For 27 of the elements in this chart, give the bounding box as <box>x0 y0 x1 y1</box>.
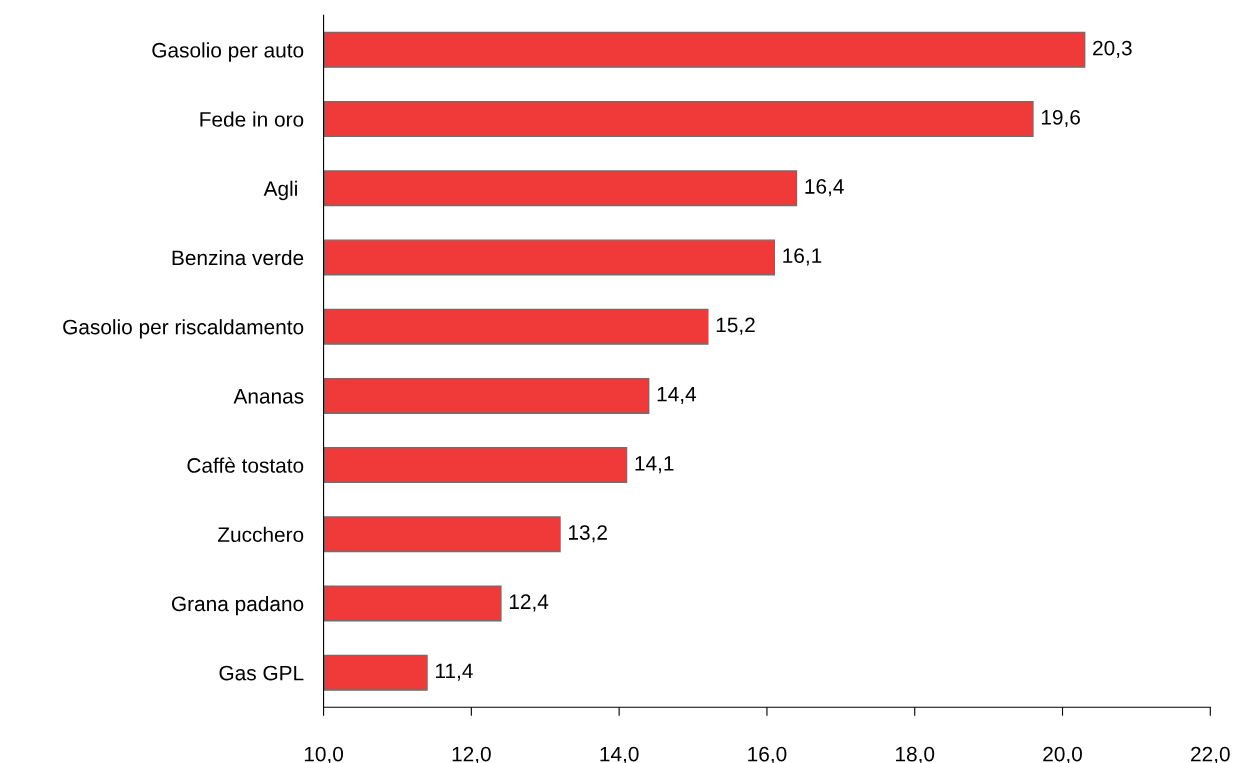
x-tick-label: 18,0 <box>896 746 935 763</box>
y-tick-label: Gas GPL <box>219 665 304 681</box>
data-label: 16,4 <box>805 179 844 197</box>
y-tick-label: Fede in oro <box>200 111 304 127</box>
x-tick-label: 14,0 <box>600 746 639 763</box>
x-tick-label: 22,0 <box>1191 746 1230 763</box>
data-label: 11,4 <box>436 663 473 681</box>
data-label: 12,4 <box>509 594 549 612</box>
data-label: 16,1 <box>783 248 822 266</box>
data-label: 14,1 <box>635 456 674 474</box>
data-label: 13,2 <box>569 525 607 543</box>
data-label: 14,4 <box>657 386 697 404</box>
y-tick-label: Benzina verde <box>172 249 304 266</box>
x-tick-label: 10,0 <box>304 746 344 763</box>
data-label: 20,3 <box>1093 40 1132 58</box>
y-tick-label: Agli <box>263 180 297 201</box>
y-tick-label: Gasolio per riscaldamento <box>63 319 304 339</box>
y-tick-label: Gasolio per auto <box>152 42 304 62</box>
data-label: 19,6 <box>1041 109 1080 128</box>
y-tick-label: Ananas <box>233 389 304 404</box>
y-tick-label: Zucchero <box>217 526 304 543</box>
x-tick-label: 20,0 <box>1043 746 1082 763</box>
data-label: 15,2 <box>716 317 755 335</box>
y-tick-label: Grana padano <box>171 595 304 616</box>
x-tick-label: 12,0 <box>452 746 491 763</box>
x-tick-label: 16,0 <box>748 746 787 763</box>
y-tick-label: Caffè tostato <box>187 457 304 473</box>
